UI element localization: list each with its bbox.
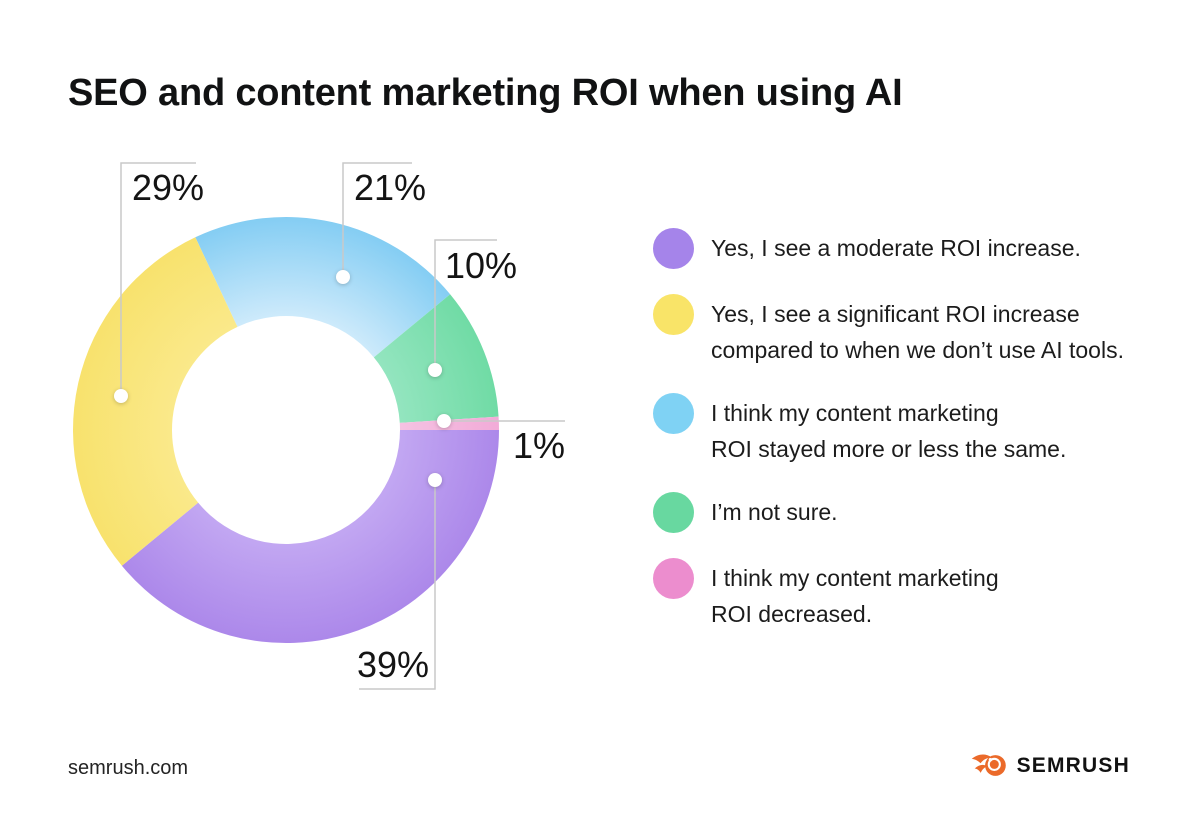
leader-line-same	[342, 162, 412, 277]
source-url: semrush.com	[68, 757, 189, 779]
anchor-dot-decreased	[437, 414, 451, 428]
legend: Yes, I see a moderate ROI increase. Yes, …	[653, 228, 1183, 657]
legend-label-line: I’m not sure.	[711, 499, 838, 525]
legend-swatch	[653, 393, 694, 434]
leader-line-significant	[120, 162, 196, 396]
slice-same	[195, 217, 451, 358]
chart-title: SEO and content marketing ROI when using…	[68, 72, 903, 114]
legend-label-line: ROI stayed more or less the same.	[711, 436, 1067, 462]
leader-line-not-sure	[434, 239, 497, 370]
legend-label: I’m not sure.	[711, 494, 838, 530]
legend-label-line: ROI decreased.	[711, 601, 873, 627]
legend-swatch	[653, 294, 694, 335]
brand-name: SEMRUSH	[1016, 753, 1130, 777]
legend-label: I think my content marketing ROI stayed m…	[711, 395, 1066, 467]
legend-swatch	[653, 558, 694, 599]
leader-line-moderate	[359, 480, 436, 690]
legend-item: I’m not sure.	[653, 492, 1183, 533]
semrush-flame-icon	[971, 754, 1006, 776]
legend-swatch	[653, 492, 694, 533]
slice-moderate	[121, 430, 499, 643]
legend-label-line: I think my content marketing	[711, 565, 999, 591]
legend-item: I think my content marketing ROI decrease…	[653, 558, 1183, 632]
semrush-logo: SEMRUSH	[971, 752, 1130, 779]
anchor-dot-moderate	[428, 473, 442, 487]
legend-label: Yes, I see a significant ROI increase com…	[711, 296, 1124, 368]
legend-label: Yes, I see a moderate ROI increase.	[711, 230, 1081, 266]
legend-label-line: Yes, I see a moderate ROI increase.	[711, 235, 1081, 261]
legend-label-line: compared to when we don’t use AI tools.	[711, 337, 1124, 363]
legend-item: Yes, I see a significant ROI increase com…	[653, 294, 1183, 368]
legend-item: I think my content marketing ROI stayed m…	[653, 393, 1183, 467]
anchor-dot-not-sure	[428, 363, 442, 377]
slice-not-sure	[373, 294, 499, 423]
legend-label-line: Yes, I see a significant ROI increase	[711, 301, 1080, 327]
slice-significant	[73, 237, 238, 566]
anchor-dot-same	[336, 270, 350, 284]
anchor-dot-significant	[114, 389, 128, 403]
legend-item: Yes, I see a moderate ROI increase.	[653, 228, 1183, 269]
legend-label-line: I think my content marketing	[711, 400, 999, 426]
legend-swatch	[653, 228, 694, 269]
legend-label: I think my content marketing ROI decrease…	[711, 560, 999, 632]
